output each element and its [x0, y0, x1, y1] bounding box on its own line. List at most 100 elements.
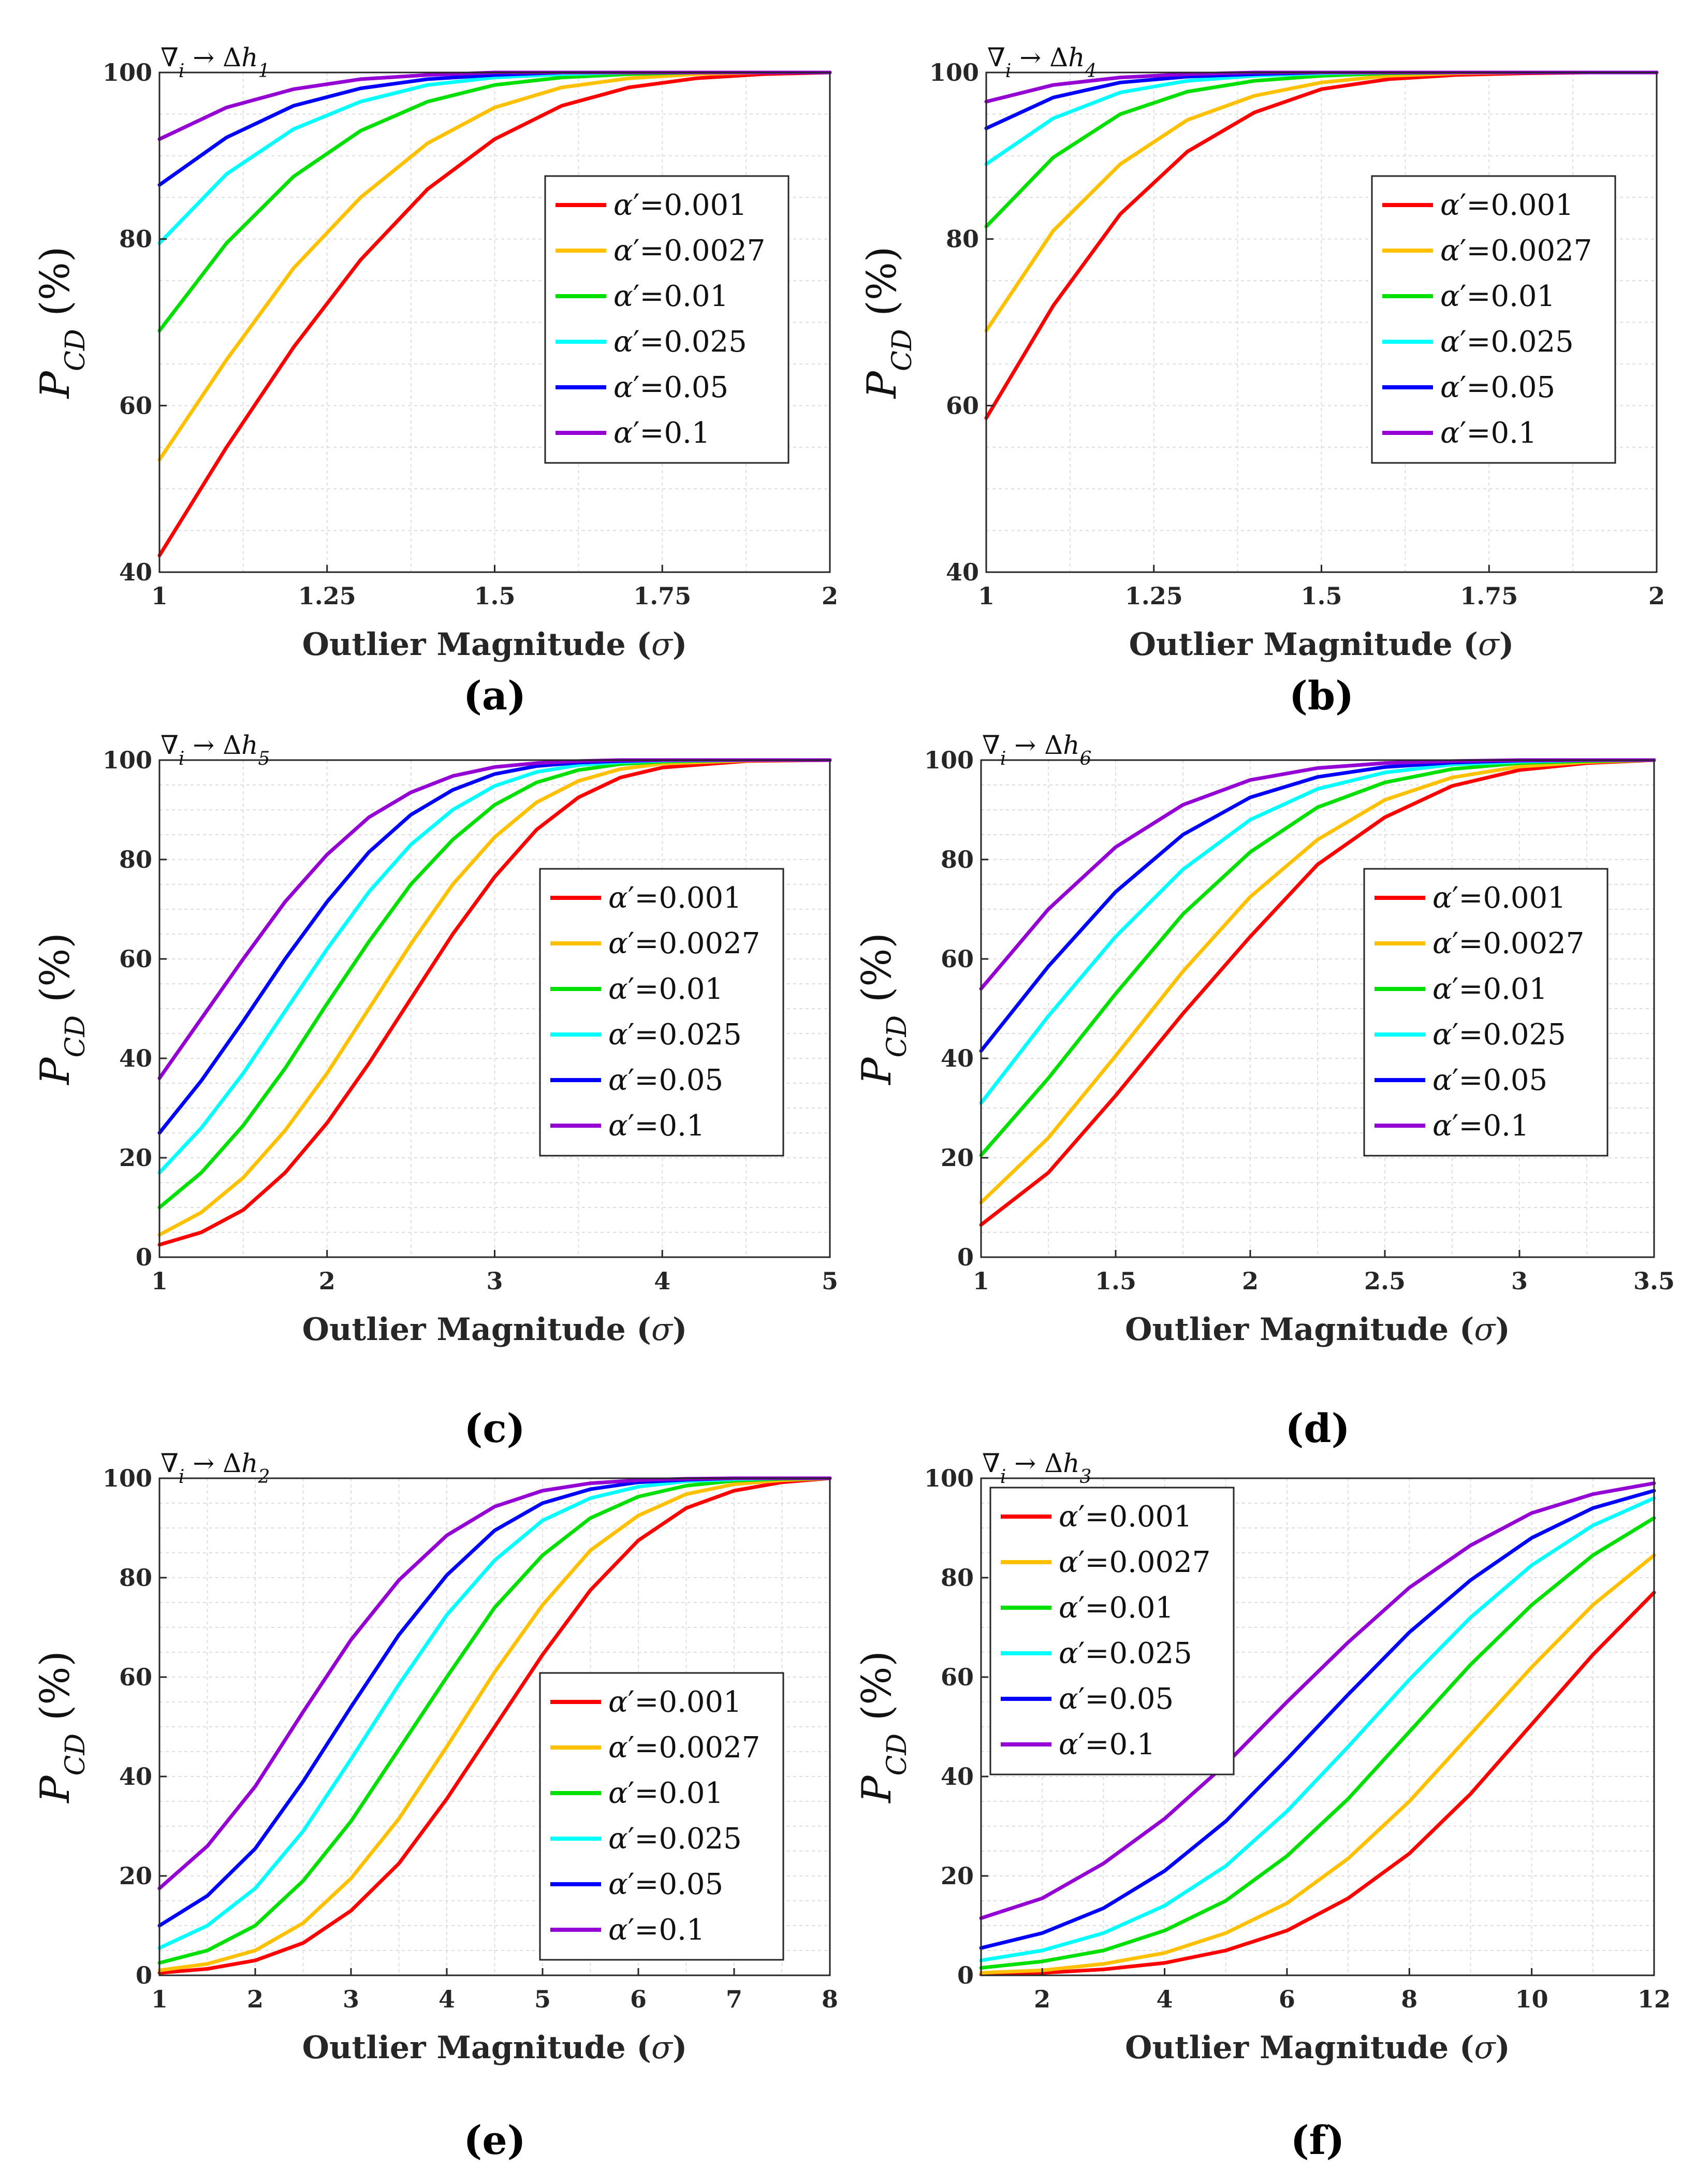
legend: α′=0.001 α′=0.0027 α′=0.01 α′=0.025 α′=0.05 α…	[539, 868, 784, 1157]
y-tick-label: 60	[941, 945, 974, 973]
legend-label: α′=0.1	[1440, 416, 1537, 450]
x-tick-label: 1	[973, 1267, 989, 1295]
legend-label: α′=0.025	[1059, 1637, 1192, 1670]
x-tick-label: 2	[1648, 582, 1665, 610]
x-axis-label: Outlier Magnitude (σ)	[1125, 1312, 1510, 1348]
panel-b: 1 1.25 1.5 1.75 2 40 60 80 100 ∇i → Δh4 Outlier Ma…	[859, 42, 1665, 719]
x-tick-label: 2	[822, 582, 838, 610]
y-tick-label: 20	[941, 1144, 974, 1172]
x-tick-label: 1.5	[1300, 582, 1342, 610]
series-line-1	[157, 758, 832, 1247]
x-tick-label: 5	[822, 1267, 838, 1295]
x-tick-label: 1	[151, 1267, 168, 1295]
x-tick-label: 6	[1279, 1985, 1295, 2013]
plot-frame	[980, 759, 1655, 1258]
panel-label: (a)	[463, 673, 526, 719]
series-line-5	[979, 1489, 1656, 1950]
legend-box	[1371, 175, 1616, 464]
legend-box	[539, 868, 784, 1157]
y-axis-label: PCD (%)	[859, 246, 918, 400]
panel-f: 2 4 6 8 10 12 0 20 40 60 80 100 ∇i → Δh3 Outlier Magn…	[854, 1448, 1671, 2163]
y-tick-label: 40	[941, 1763, 974, 1790]
x-axis-label: Outlier Magnitude (σ)	[302, 1312, 688, 1348]
legend-label: α′=0.05	[1432, 1064, 1547, 1097]
y-tick-label: 0	[957, 1243, 974, 1271]
y-tick-label: 60	[119, 391, 152, 419]
y-tick-label: 100	[103, 1464, 152, 1492]
series-line-1	[979, 758, 1656, 1227]
legend-label: α′=0.001	[1440, 188, 1574, 222]
legend-label: α′=0.025	[1432, 1018, 1566, 1052]
legend-label: α′=0.1	[1432, 1109, 1529, 1143]
legend-label: α′=0.05	[608, 1064, 723, 1097]
y-tick-label: 40	[941, 1044, 974, 1072]
x-tick-label: 2	[1242, 1267, 1259, 1295]
x-tick-label: 4	[654, 1267, 670, 1295]
y-tick-label: 100	[929, 59, 979, 86]
plot-frame	[158, 1477, 831, 1976]
legend-label: α′=0.025	[1440, 325, 1574, 359]
legend-box	[544, 175, 789, 464]
x-tick-label: 8	[822, 1985, 838, 2013]
legend-label: α′=0.025	[613, 325, 747, 359]
x-tick-label: 2	[247, 1985, 264, 2013]
series-line-4	[979, 1496, 1656, 1962]
legend-label: α′=0.05	[608, 1868, 723, 1901]
x-tick-label: 6	[630, 1985, 647, 2013]
series-line-1	[157, 1476, 832, 1975]
x-axis-label: Outlier Magnitude (σ)	[1125, 2030, 1510, 2066]
series-line-3	[157, 1476, 832, 1965]
legend-label: α′=0.0027	[1432, 927, 1584, 960]
legend-label: α′=0.1	[608, 1913, 705, 1947]
chart-title: ∇i → Δh1	[160, 42, 270, 82]
panel-label: (f)	[1291, 2117, 1345, 2163]
x-axis-label: Outlier Magnitude (σ)	[302, 627, 688, 663]
plot-frame	[980, 1477, 1655, 1976]
y-axis-label: PCD (%)	[32, 1651, 91, 1804]
y-tick-label: 80	[119, 1564, 152, 1592]
x-tick-label: 1.75	[633, 582, 691, 610]
y-tick-label: 40	[946, 558, 979, 586]
legend-label: α′=0.001	[1432, 881, 1566, 915]
y-tick-label: 80	[946, 225, 979, 253]
chart-title: ∇i → Δh2	[160, 1448, 270, 1488]
y-tick-label: 0	[957, 1961, 974, 1989]
legend-label: α′=0.01	[608, 972, 723, 1006]
y-tick-label: 60	[119, 945, 152, 973]
legend: α′=0.001 α′=0.0027 α′=0.01 α′=0.025 α′=0.05 α…	[539, 1672, 784, 1961]
chart-title: ∇i → Δh6	[982, 730, 1091, 769]
legend-label: α′=0.001	[1059, 1500, 1192, 1534]
x-tick-label: 1	[978, 582, 995, 610]
panel-label: (b)	[1289, 673, 1354, 719]
panel-label: (e)	[463, 2117, 525, 2163]
x-tick-label: 1.25	[298, 582, 356, 610]
y-axis-label: PCD (%)	[854, 1651, 913, 1804]
y-axis-label: PCD (%)	[32, 246, 91, 400]
x-tick-label: 3	[1511, 1267, 1528, 1295]
legend-box	[539, 1672, 784, 1961]
chart-title: ∇i → Δh3	[982, 1448, 1091, 1488]
y-tick-label: 20	[119, 1862, 152, 1890]
y-tick-label: 80	[119, 846, 152, 873]
y-tick-label: 60	[941, 1663, 974, 1691]
panel-d: 1 1.5 2 2.5 3 3.5 0 20 40 60 80 100 ∇i → Δh6 Outlier …	[854, 730, 1675, 1451]
legend-box	[989, 1487, 1235, 1775]
legend-label: α′=0.0027	[613, 234, 765, 268]
x-tick-label: 1.25	[1125, 582, 1183, 610]
x-tick-label: 7	[726, 1985, 742, 2013]
legend-label: α′=0.01	[613, 280, 728, 313]
y-tick-label: 80	[941, 1564, 974, 1592]
y-tick-label: 20	[941, 1862, 974, 1890]
y-tick-label: 20	[119, 1144, 152, 1172]
y-tick-label: 40	[119, 1044, 152, 1072]
legend: α′=0.001 α′=0.0027 α′=0.01 α′=0.025 α′=0.05 α…	[544, 175, 789, 464]
legend-label: α′=0.025	[608, 1822, 742, 1856]
legend-label: α′=0.0027	[608, 1731, 760, 1765]
legend-label: α′=0.01	[1432, 972, 1547, 1006]
legend-label: α′=0.001	[608, 1685, 742, 1719]
x-tick-label: 2	[319, 1267, 335, 1295]
series-line-1	[979, 1591, 1656, 1976]
chart-title: ∇i → Δh5	[160, 730, 270, 769]
y-tick-label: 60	[946, 391, 979, 419]
